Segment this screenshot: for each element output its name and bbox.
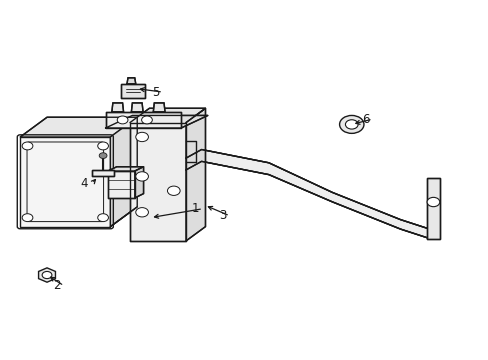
Polygon shape	[130, 108, 205, 123]
Text: 3: 3	[219, 210, 226, 222]
Polygon shape	[153, 103, 164, 112]
Polygon shape	[185, 149, 429, 239]
Text: 2: 2	[53, 279, 61, 292]
Polygon shape	[108, 171, 135, 198]
Circle shape	[42, 271, 52, 279]
Text: 6: 6	[361, 113, 368, 126]
Polygon shape	[127, 78, 136, 84]
Circle shape	[426, 197, 439, 207]
Circle shape	[99, 153, 107, 158]
Polygon shape	[121, 84, 144, 98]
Polygon shape	[20, 117, 137, 137]
Polygon shape	[105, 112, 181, 128]
Polygon shape	[185, 108, 205, 241]
Circle shape	[98, 142, 108, 150]
Circle shape	[22, 142, 33, 150]
Circle shape	[22, 214, 33, 222]
Polygon shape	[130, 123, 185, 241]
Text: 4: 4	[81, 177, 88, 190]
Circle shape	[167, 186, 180, 195]
Polygon shape	[427, 177, 439, 239]
Polygon shape	[105, 116, 207, 128]
Polygon shape	[20, 137, 110, 226]
Polygon shape	[92, 170, 114, 176]
Circle shape	[345, 120, 357, 129]
Circle shape	[136, 132, 148, 141]
Circle shape	[142, 116, 152, 124]
Circle shape	[98, 214, 108, 222]
Circle shape	[339, 116, 363, 134]
Polygon shape	[131, 103, 143, 112]
Polygon shape	[108, 167, 143, 171]
Polygon shape	[110, 117, 137, 226]
Text: 1: 1	[192, 202, 199, 215]
Polygon shape	[39, 268, 55, 282]
Circle shape	[117, 116, 128, 124]
Circle shape	[136, 172, 148, 181]
Circle shape	[136, 208, 148, 217]
Text: 5: 5	[152, 86, 159, 99]
Polygon shape	[112, 103, 123, 112]
Polygon shape	[135, 167, 143, 198]
